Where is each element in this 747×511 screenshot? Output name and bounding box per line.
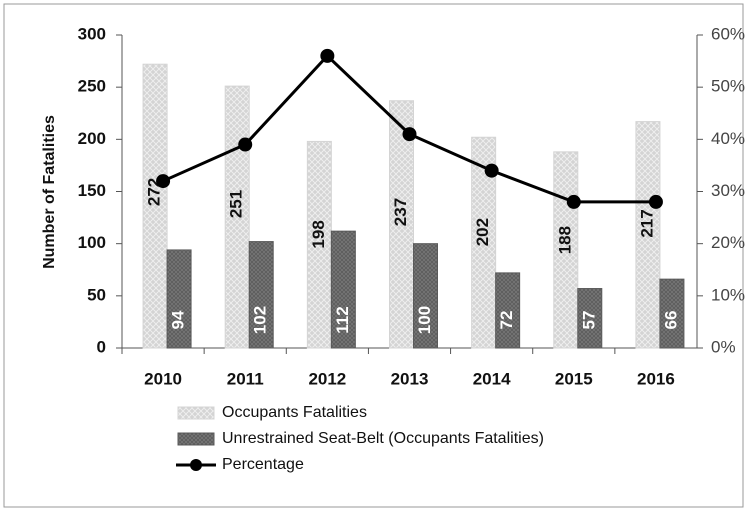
bar (248, 241, 274, 349)
y2-tick-label: 20% (711, 233, 745, 252)
marker (402, 127, 417, 142)
bar (306, 140, 332, 349)
x-tick-label: 2012 (308, 369, 346, 388)
data-label: 237 (391, 198, 410, 226)
data-label: 66 (661, 311, 680, 330)
y2-tick-label: 10% (711, 285, 745, 304)
x-tick-label: 2011 (227, 369, 264, 388)
data-label: 202 (473, 218, 492, 246)
y-tick-label: 0 (97, 337, 106, 356)
y-tick-label: 50 (87, 285, 106, 304)
y2-tick-label: 40% (711, 129, 745, 148)
bar (330, 230, 356, 349)
y2-tick-label: 60% (711, 24, 745, 43)
data-label: 102 (251, 306, 270, 334)
marker (320, 48, 335, 63)
y2-tick-label: 30% (711, 181, 745, 200)
legend-marker (190, 459, 202, 471)
frame (3, 3, 744, 508)
y-tick-label: 200 (78, 129, 106, 148)
legend-label: Unrestrained Seat-Belt (Occupants Fatali… (222, 430, 544, 447)
bar (166, 249, 192, 349)
y-tick-label: 150 (78, 181, 106, 200)
bar (553, 151, 579, 349)
legend-label: Occupants Fatalities (222, 404, 367, 421)
y-axis-label: Number of Fatalities (41, 115, 58, 269)
marker (484, 163, 499, 178)
x-tick-label: 2015 (555, 369, 593, 388)
data-label: 100 (415, 306, 434, 334)
data-label: 217 (637, 209, 656, 237)
data-label: 188 (555, 226, 574, 254)
marker (156, 174, 171, 189)
data-label: 251 (227, 190, 246, 218)
bar (659, 278, 685, 349)
x-tick-label: 2010 (144, 369, 182, 388)
bar (224, 85, 250, 349)
data-label: 198 (309, 220, 328, 248)
bar (389, 100, 414, 349)
y2-tick-label: 0% (711, 337, 736, 356)
x-tick-label: 2016 (637, 369, 675, 388)
legend-swatch (177, 432, 215, 446)
legend-swatch (177, 406, 215, 420)
x-tick-label: 2014 (473, 369, 511, 388)
marker (566, 194, 581, 209)
data-label: 57 (579, 311, 598, 330)
y2-tick-label: 50% (711, 77, 745, 96)
y-tick-label: 100 (78, 233, 106, 252)
marker (648, 194, 663, 209)
y-tick-label: 250 (78, 77, 106, 96)
bar (142, 63, 168, 349)
x-tick-label: 2013 (391, 369, 429, 388)
legend-label: Percentage (222, 456, 304, 473)
bar (413, 243, 438, 349)
bar (495, 272, 521, 349)
data-label: 72 (497, 311, 516, 330)
marker (238, 137, 253, 152)
data-label: 94 (169, 310, 188, 329)
y-tick-label: 300 (78, 24, 106, 43)
bar (635, 121, 661, 349)
bar (577, 288, 603, 349)
data-label: 112 (333, 306, 352, 333)
